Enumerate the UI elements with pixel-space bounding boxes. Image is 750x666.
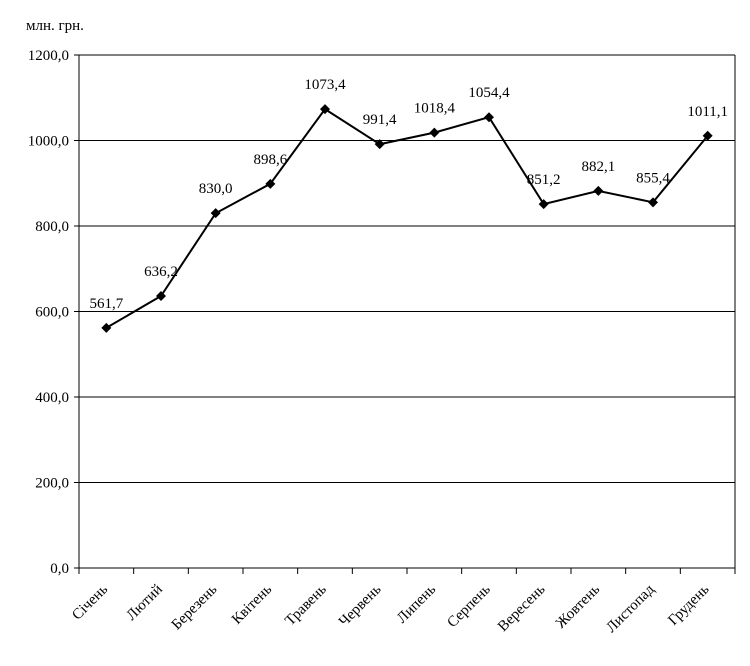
x-tick-label: Лютий — [124, 582, 166, 624]
y-axis-unit-label: млн. грн. — [26, 18, 84, 34]
grid-lines — [79, 54, 735, 483]
data-label: 1073,4 — [304, 77, 346, 93]
data-point-marker — [101, 322, 112, 333]
data-label: 561,7 — [89, 296, 123, 312]
data-point-marker — [538, 199, 549, 210]
axes — [74, 54, 736, 574]
x-tick-label: Травень — [282, 581, 330, 629]
data-label: 830,0 — [199, 181, 233, 197]
data-point-marker — [265, 178, 276, 189]
y-tick-label: 1000,0 — [28, 134, 69, 150]
x-tick-label: Квітень — [229, 581, 275, 627]
data-label: 1054,4 — [468, 85, 510, 101]
data-point-marker — [648, 197, 658, 208]
y-tick-label: 1200,0 — [28, 48, 69, 64]
x-tick-label: Вересень — [495, 581, 549, 635]
data-label: 855,4 — [636, 170, 670, 186]
x-tick-label: Листопад — [603, 581, 658, 636]
data-labels: 561,7 636,2 830,0 898,6 1073,4 991,4 1018,4 105… — [89, 77, 728, 312]
x-tick-label: Липень — [394, 581, 439, 626]
data-label: 882,1 — [581, 159, 615, 175]
x-tick-label: Січень — [69, 581, 111, 623]
x-tick-labels: Січень Лютий Березень Квітень Травень Червень… — [69, 581, 712, 636]
x-tick-label: Червень — [336, 581, 384, 629]
data-label: 636,2 — [144, 264, 178, 280]
y-tick-labels: 0,0 200,0 400,0 600,0 800,0 1000,0 1200,0 — [28, 48, 69, 577]
data-markers — [101, 104, 713, 333]
data-label: 1011,1 — [687, 104, 728, 120]
data-label: 991,4 — [363, 112, 397, 128]
data-point-marker — [320, 104, 330, 115]
data-point-marker — [156, 291, 166, 302]
data-label: 851,2 — [527, 172, 561, 188]
y-tick-label: 800,0 — [35, 219, 69, 235]
data-point-marker — [374, 139, 385, 150]
x-tick-label: Жовтень — [553, 581, 603, 631]
y-tick-label: 200,0 — [35, 476, 69, 492]
data-point-marker — [484, 112, 494, 123]
x-tick-label: Серпень — [444, 581, 494, 631]
y-tick-label: 600,0 — [35, 305, 69, 321]
data-label: 898,6 — [253, 152, 287, 168]
data-point-marker — [702, 130, 713, 141]
x-tick-label: Грудень — [665, 581, 712, 628]
data-label: 1018,4 — [414, 101, 456, 117]
series-line — [105, 107, 709, 329]
data-point-marker — [210, 208, 221, 219]
data-point-marker — [593, 185, 604, 196]
y-tick-label: 0,0 — [50, 561, 69, 577]
y-tick-label: 400,0 — [35, 390, 69, 406]
series-polyline — [105, 107, 709, 329]
x-tick-label: Березень — [169, 581, 221, 633]
data-point-marker — [429, 127, 440, 138]
